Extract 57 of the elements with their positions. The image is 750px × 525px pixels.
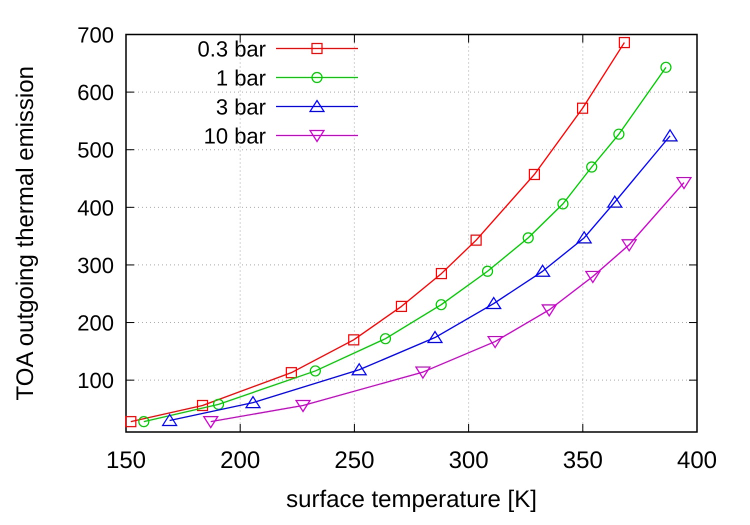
point [576,231,592,244]
point [607,196,622,208]
point [138,416,150,428]
y-axis-title: TOA outgoing thermal emission [12,66,39,400]
x-tick-label: 400 [676,447,718,474]
point [585,270,600,284]
point [522,232,534,244]
point [436,268,448,280]
y-tick-label: 200 [77,310,114,336]
point [396,300,408,312]
y-tick-label: 500 [77,138,114,163]
y-tick-label: 700 [77,22,114,48]
y-tick-label: 300 [77,252,114,278]
point [486,296,502,310]
x-tick-label: 150 [106,447,146,474]
point [660,62,672,73]
point [286,367,297,378]
x-tick-label: 350 [562,447,603,474]
point [676,176,692,190]
y-tick-label: 400 [77,195,114,220]
point [415,366,431,379]
point [613,128,624,140]
point [557,198,569,210]
legend-label: 0.3 bar [198,36,266,62]
x-tick-label: 200 [220,447,260,474]
legend-label: 1 bar [216,66,266,90]
legend-label: 3 bar [216,94,266,120]
point [542,304,557,316]
point [352,363,367,376]
legend-label: 10 bar [204,124,266,148]
point [380,333,392,344]
point [427,330,443,344]
point [245,396,261,408]
point [348,334,360,346]
point [622,239,637,252]
point [196,400,208,412]
point [203,416,218,428]
point [618,36,630,48]
point [528,168,540,180]
point [295,400,311,412]
point [162,414,178,426]
point [436,299,447,310]
point [586,161,598,173]
y-tick-label: 600 [77,80,114,106]
point [125,416,136,428]
point [482,266,494,277]
point [470,234,482,246]
x-tick-label: 250 [334,447,374,474]
point [535,264,550,277]
x-axis-title: surface temperature [K] [286,486,537,513]
y-tick-label: 100 [77,368,114,394]
point [310,365,321,377]
x-tick-label: 300 [448,447,489,474]
point [212,398,224,410]
point [662,129,678,142]
point [487,336,503,348]
point [576,102,588,114]
